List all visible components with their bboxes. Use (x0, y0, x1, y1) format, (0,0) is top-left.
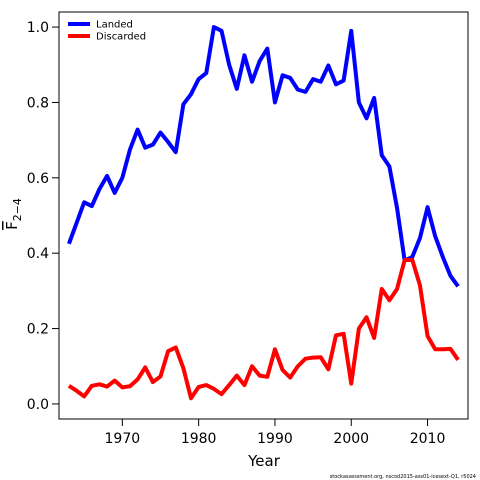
x-axis-title: Year (247, 452, 281, 470)
series-line-discarded (67, 257, 460, 401)
x-tick-label: 1980 (181, 431, 217, 447)
y-axis: 0.0 0.2 0.4 0.6 0.8 1.0 (27, 20, 59, 413)
svg-text:F2−4: F2−4 (3, 198, 24, 230)
series-lines (67, 25, 460, 401)
x-tick-label: 2000 (333, 431, 369, 447)
y-tick-label: 0.2 (27, 322, 49, 338)
legend-label-discarded: Discarded (96, 32, 146, 43)
y-axis-title-subscript: 2−4 (11, 198, 24, 221)
x-tick-label: 2010 (410, 431, 446, 447)
plot-frame (58, 11, 469, 420)
y-tick-label: 0.4 (27, 246, 49, 262)
series-line-landed (67, 25, 460, 288)
x-tick-label: 1990 (257, 431, 293, 447)
y-tick-label: 0.0 (27, 397, 49, 413)
x-tick-label: 1970 (105, 431, 141, 447)
y-tick-label: 1.0 (27, 20, 49, 36)
x-axis: 1970 1980 1990 2000 2010 (105, 419, 446, 447)
y-tick-label: 0.8 (27, 95, 49, 111)
legend: Landed Discarded (68, 20, 146, 43)
y-axis-title: F2−4 (3, 198, 24, 230)
legend-label-landed: Landed (96, 20, 133, 31)
y-axis-title-main: F (3, 221, 21, 230)
y-tick-label: 0.6 (27, 171, 49, 187)
footnote: stockassessment.org, nscod2015-ass01-ice… (330, 474, 476, 480)
